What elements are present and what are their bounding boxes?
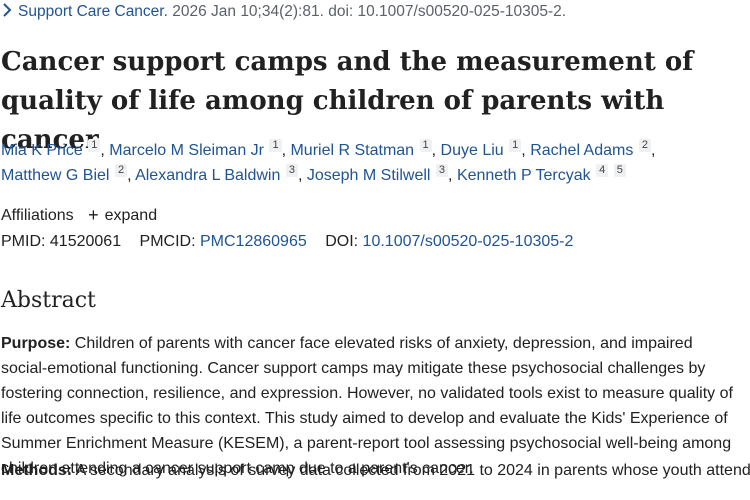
methods-text: A secondary analysis of survey data coll…	[72, 462, 750, 479]
expand-label: expand	[104, 207, 158, 224]
abstract-heading: Abstract	[1, 288, 96, 313]
chevron-right-icon[interactable]	[2, 3, 12, 22]
author-link[interactable]: Muriel R Statman	[290, 142, 415, 159]
pmcid-label: PMCID:	[139, 233, 196, 250]
article-title: Cancer support camps and the measurement…	[1, 47, 694, 155]
affiliation-ref[interactable]: 2	[114, 164, 128, 177]
author-link[interactable]: Marcelo M Sleiman Jr	[109, 142, 264, 159]
affiliation-ref[interactable]: 3	[285, 164, 298, 177]
author-link[interactable]: Joseph M Stilwell	[306, 167, 431, 184]
author-item: Joseph M Stilwell 3,	[306, 164, 453, 184]
author-link[interactable]: Mia K Price	[1, 142, 83, 159]
author-link[interactable]: Alexandra L Baldwin	[135, 167, 281, 184]
affiliation-ref[interactable]: 5	[613, 164, 626, 177]
affiliation-ref[interactable]: 3	[435, 164, 449, 177]
citation-details: 2026 Jan 10;34(2):81. doi: 10.1007/s0052…	[167, 3, 567, 20]
author-item: Matthew G Biel 2,	[1, 164, 132, 184]
affiliation-ref[interactable]: 1	[419, 139, 432, 152]
citation-line: Support Care Cancer. 2026 Jan 10;34(2):8…	[2, 3, 566, 22]
author-list: Mia K Price 1, Marcelo M Sleiman Jr 1, M…	[1, 138, 741, 188]
author-item: Muriel R Statman 1,	[290, 139, 437, 159]
doi-link[interactable]: 10.1007/s00520-025-10305-2	[362, 233, 574, 250]
identifiers-row: PMID: 41520061 PMCID: PMC12860965 DOI: 1…	[1, 233, 573, 251]
doi-label: DOI:	[325, 233, 359, 250]
journal-link[interactable]: Support Care Cancer.	[18, 3, 168, 20]
plus-icon: +	[88, 205, 99, 225]
expand-affiliations-button[interactable]: + expand	[88, 205, 158, 225]
affiliations-row: Affiliations + expand	[1, 205, 157, 226]
author-item: Duye Liu 1,	[440, 139, 526, 159]
affiliation-ref[interactable]: 1	[269, 139, 282, 152]
affiliation-ref[interactable]: 1	[509, 139, 522, 152]
author-item: Mia K Price 1,	[1, 139, 105, 159]
purpose-label: Purpose:	[1, 335, 71, 352]
pmcid-link[interactable]: PMC12860965	[200, 233, 307, 250]
methods-label: Methods:	[1, 462, 73, 479]
abstract-methods: Methods: A secondary analysis of survey …	[1, 458, 750, 483]
abstract-purpose: Purpose: Children of parents with cancer…	[1, 331, 743, 481]
author-link[interactable]: Rachel Adams	[530, 142, 634, 159]
author-item: Marcelo M Sleiman Jr 1,	[109, 139, 287, 159]
author-link[interactable]: Matthew G Biel	[1, 167, 110, 184]
affiliation-ref[interactable]: 1	[88, 139, 101, 152]
pmid-value: 41520061	[49, 233, 122, 250]
purpose-text: Children of parents with cancer face ele…	[1, 335, 733, 477]
author-item: Alexandra L Baldwin 3,	[135, 164, 303, 184]
author-link[interactable]: Kenneth P Tercyak	[456, 167, 591, 184]
affiliation-ref[interactable]: 2	[638, 139, 651, 152]
pmid-label: PMID:	[1, 233, 46, 250]
affiliations-label: Affiliations	[1, 207, 74, 224]
affiliation-ref[interactable]: 4	[596, 164, 609, 177]
author-link[interactable]: Duye Liu	[440, 142, 504, 159]
author-item: Rachel Adams 2,	[530, 139, 656, 159]
author-item: Kenneth P Tercyak 4 5	[456, 164, 626, 184]
